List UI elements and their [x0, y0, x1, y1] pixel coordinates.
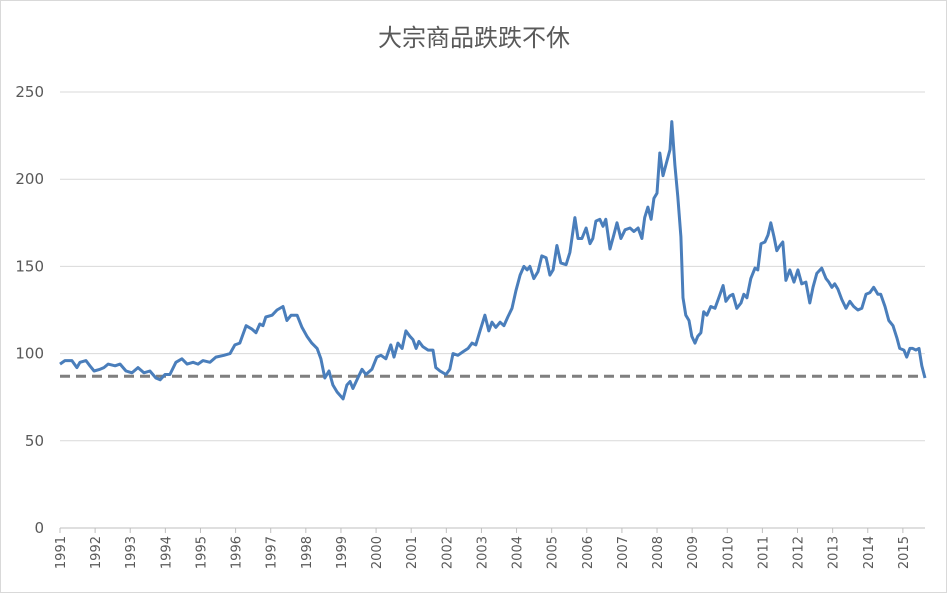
- y-tick-label: 100: [15, 345, 44, 363]
- y-tick-label: 250: [15, 83, 44, 101]
- x-tick-label: 2006: [581, 536, 596, 569]
- data-line: [59, 120, 927, 401]
- x-tick-label: 2014: [862, 536, 877, 569]
- x-tick-label: 2015: [897, 536, 912, 569]
- x-tick-label: 2003: [475, 536, 490, 569]
- x-tick-label: 2001: [405, 536, 420, 569]
- y-tick-label: 50: [25, 432, 44, 450]
- x-tick-label: 1999: [335, 536, 350, 569]
- y-tick-label: 0: [34, 519, 44, 537]
- y-tick-label: 200: [15, 170, 44, 188]
- x-tick-label: 1998: [300, 536, 315, 569]
- x-tick-label: 1995: [194, 536, 209, 569]
- x-tick-label: 2005: [546, 536, 561, 569]
- x-tick-label: 1991: [54, 536, 69, 569]
- y-tick-label: 150: [15, 257, 44, 275]
- x-tick-label: 2004: [511, 536, 526, 569]
- x-tick-label: 2008: [651, 536, 666, 569]
- x-tick-label: 2002: [440, 536, 455, 569]
- x-tick-label: 1996: [230, 536, 245, 569]
- x-tick-label: 2009: [686, 536, 701, 569]
- x-tick-label: 1992: [89, 536, 104, 569]
- chart-title: 大宗商品跌跌不休: [378, 24, 570, 52]
- x-tick-label: 2010: [721, 536, 736, 569]
- x-tick-label: 2013: [827, 536, 842, 569]
- x-tick-label: 1994: [159, 536, 174, 569]
- x-tick-label: 1993: [124, 536, 139, 569]
- x-tick-label: 2007: [616, 536, 631, 569]
- x-tick-label: 2012: [792, 536, 807, 569]
- x-tick-label: 1997: [265, 536, 280, 569]
- x-tick-label: 2000: [370, 536, 385, 569]
- x-tick-label: 2011: [756, 536, 771, 569]
